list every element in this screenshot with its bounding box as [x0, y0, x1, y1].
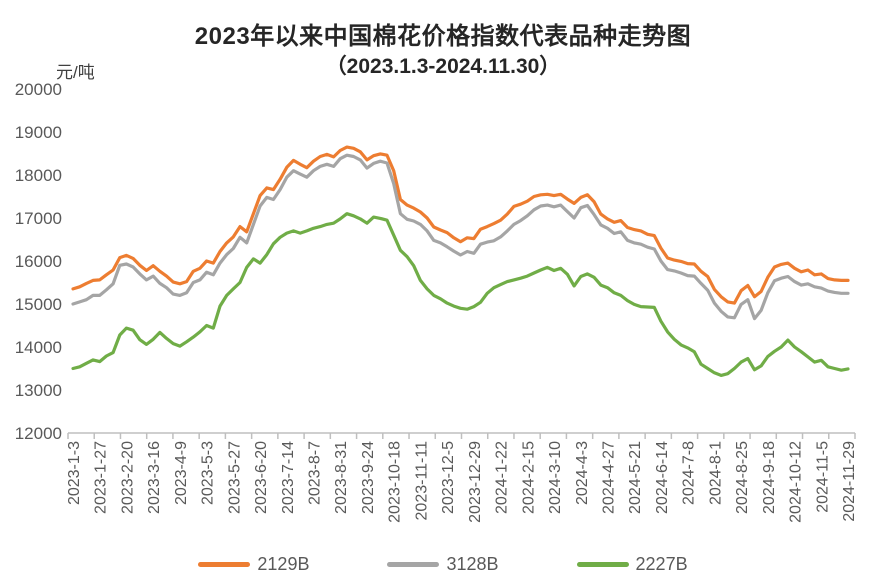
y-axis-tick-label: 17000 — [15, 209, 62, 228]
y-axis-tick-label: 13000 — [15, 381, 62, 400]
legend-item-2129B[interactable]: 2129B — [198, 554, 309, 575]
x-axis-tick-label: 2023-5-3 — [200, 441, 217, 505]
x-axis-tick-label: 2024-11-5 — [814, 441, 831, 513]
y-axis-unit-label: 元/吨 — [56, 63, 95, 82]
y-axis-tick-label: 12000 — [15, 424, 62, 443]
legend-swatch-2227B — [576, 562, 629, 567]
legend-item-3128B[interactable]: 3128B — [387, 554, 499, 575]
legend: 2129B 3128B 2227B — [0, 554, 886, 575]
legend-swatch-3128B — [387, 562, 440, 567]
series-line-2227B — [71, 212, 850, 377]
legend-label-2227B: 2227B — [635, 554, 688, 574]
x-axis-tick-label: 2023-8-7 — [307, 441, 324, 505]
x-axis-tick-label: 2024-4-3 — [574, 441, 591, 505]
x-axis-tick-label: 2024-10-12 — [788, 441, 805, 523]
legend-label-2129B: 2129B — [257, 554, 310, 574]
x-axis-tick-label: 2023-8-31 — [333, 441, 350, 514]
x-axis-tick-label: 2024-8-25 — [734, 441, 751, 514]
x-axis-tick-label: 2024-8-1 — [707, 441, 724, 505]
x-axis-tick-label: 2023-5-27 — [226, 441, 243, 514]
x-axis-tick-label: 2024-3-10 — [547, 441, 564, 514]
chart-subtitle: （2023.1.3-2024.11.30） — [325, 55, 561, 78]
x-axis-tick-label: 2024-5-21 — [627, 441, 644, 514]
x-axis-tick-label: 2023-1-27 — [93, 441, 110, 514]
legend-label-3128B: 3128B — [446, 554, 499, 574]
y-axis-tick-label: 19000 — [15, 123, 62, 142]
x-axis-tick-label: 2023-6-20 — [253, 441, 270, 514]
y-axis-tick-label: 18000 — [15, 166, 62, 185]
x-axis-tick-label: 2023-1-3 — [66, 441, 83, 505]
x-axis-tick-label: 2023-9-24 — [360, 441, 377, 514]
x-axis-tick-label: 2023-2-20 — [119, 441, 136, 514]
x-axis-tick-label: 2023-12-29 — [467, 441, 484, 523]
x-axis-tick-label: 2023-11-11 — [413, 441, 430, 521]
x-axis-tick-label: 2024-2-15 — [520, 441, 537, 514]
x-axis-tick-label: 2024-1-22 — [494, 441, 511, 514]
x-axis-tick-label: 2024-11-29 — [841, 441, 858, 522]
chart-title: 2023年以来中国棉花价格指数代表品种走势图 — [194, 23, 692, 50]
series-line-3128B — [71, 153, 850, 321]
x-axis-tick-label: 2023-4-9 — [173, 441, 190, 505]
y-axis-tick-label: 20000 — [15, 80, 62, 99]
legend-item-2227B[interactable]: 2227B — [576, 554, 688, 575]
x-axis-tick-label: 2024-7-8 — [681, 441, 698, 505]
x-axis-tick-label: 2023-10-18 — [387, 441, 404, 523]
legend-swatch-2129B — [198, 562, 251, 567]
x-axis-tick-label: 2023-12-5 — [440, 441, 457, 514]
x-axis-tick-label: 2024-6-14 — [654, 441, 671, 514]
y-axis-tick-label: 14000 — [15, 338, 62, 357]
x-axis-tick-label: 2024-9-18 — [761, 441, 778, 514]
x-axis-tick-label: 2023-7-14 — [280, 441, 297, 514]
y-axis-tick-label: 15000 — [15, 295, 62, 314]
x-axis-tick-label: 2023-3-16 — [146, 441, 163, 514]
y-axis-tick-label: 16000 — [15, 252, 62, 271]
x-axis-tick-label: 2024-4-27 — [600, 441, 617, 514]
series-line-2129B — [71, 145, 850, 305]
